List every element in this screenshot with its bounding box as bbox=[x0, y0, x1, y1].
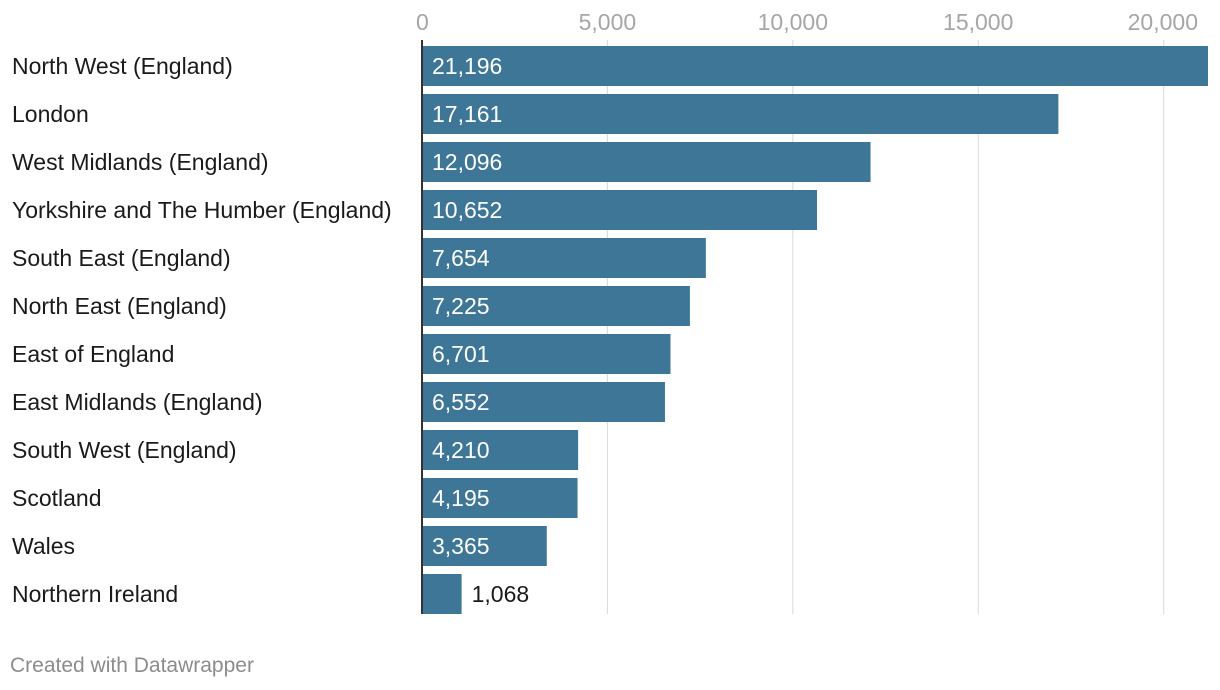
x-tick-label: 10,000 bbox=[758, 9, 828, 35]
value-label: 17,161 bbox=[432, 101, 502, 127]
x-tick-label: 15,000 bbox=[943, 9, 1013, 35]
category-labels: North West (England) London West Midlands … bbox=[12, 53, 392, 607]
bar bbox=[422, 478, 578, 518]
bar bbox=[422, 526, 547, 566]
value-label: 6,701 bbox=[432, 341, 490, 367]
value-labels: 21,196 17,161 12,096 10,652 7,654 7,225 6,701 6… bbox=[432, 53, 529, 607]
bar bbox=[422, 382, 665, 422]
bar bbox=[422, 286, 690, 326]
value-label: 10,652 bbox=[432, 197, 502, 223]
bar bbox=[422, 46, 1208, 86]
bar bbox=[422, 190, 818, 230]
category-label: South West (England) bbox=[12, 437, 237, 463]
category-label: London bbox=[12, 101, 89, 127]
category-label: Wales bbox=[12, 533, 75, 559]
bar bbox=[422, 574, 462, 614]
x-tick-label: 5,000 bbox=[579, 9, 637, 35]
category-label: Northern Ireland bbox=[12, 581, 178, 607]
category-label: Scotland bbox=[12, 485, 102, 511]
value-label: 4,195 bbox=[432, 485, 490, 511]
value-label: 1,068 bbox=[472, 581, 530, 607]
category-label: West Midlands (England) bbox=[12, 149, 269, 175]
value-label: 7,225 bbox=[432, 293, 490, 319]
bar bbox=[422, 94, 1059, 134]
bar-chart: 0 5,000 10,000 15,000 20,000 North West (Eng… bbox=[12, 9, 1208, 614]
value-label: 4,210 bbox=[432, 437, 490, 463]
category-label: Yorkshire and The Humber (England) bbox=[12, 197, 392, 223]
value-label: 12,096 bbox=[432, 149, 502, 175]
bar bbox=[422, 142, 871, 182]
category-label: East Midlands (England) bbox=[12, 389, 263, 415]
x-tick-label: 0 bbox=[416, 9, 429, 35]
x-axis-ticks: 0 5,000 10,000 15,000 20,000 bbox=[416, 9, 1198, 35]
footer-credit: Created with Datawrapper bbox=[10, 654, 254, 677]
bar bbox=[422, 334, 671, 374]
category-label: South East (England) bbox=[12, 245, 231, 271]
value-label: 21,196 bbox=[432, 53, 502, 79]
gridlines bbox=[606, 40, 1165, 614]
value-label: 7,654 bbox=[432, 245, 490, 271]
bar bbox=[422, 430, 579, 470]
x-tick-label: 20,000 bbox=[1128, 9, 1198, 35]
bar bbox=[422, 238, 706, 278]
bars bbox=[422, 46, 1208, 614]
value-label: 6,552 bbox=[432, 389, 490, 415]
category-label: East of England bbox=[12, 341, 174, 367]
category-label: North East (England) bbox=[12, 293, 227, 319]
category-label: North West (England) bbox=[12, 53, 233, 79]
value-label: 3,365 bbox=[432, 533, 490, 559]
